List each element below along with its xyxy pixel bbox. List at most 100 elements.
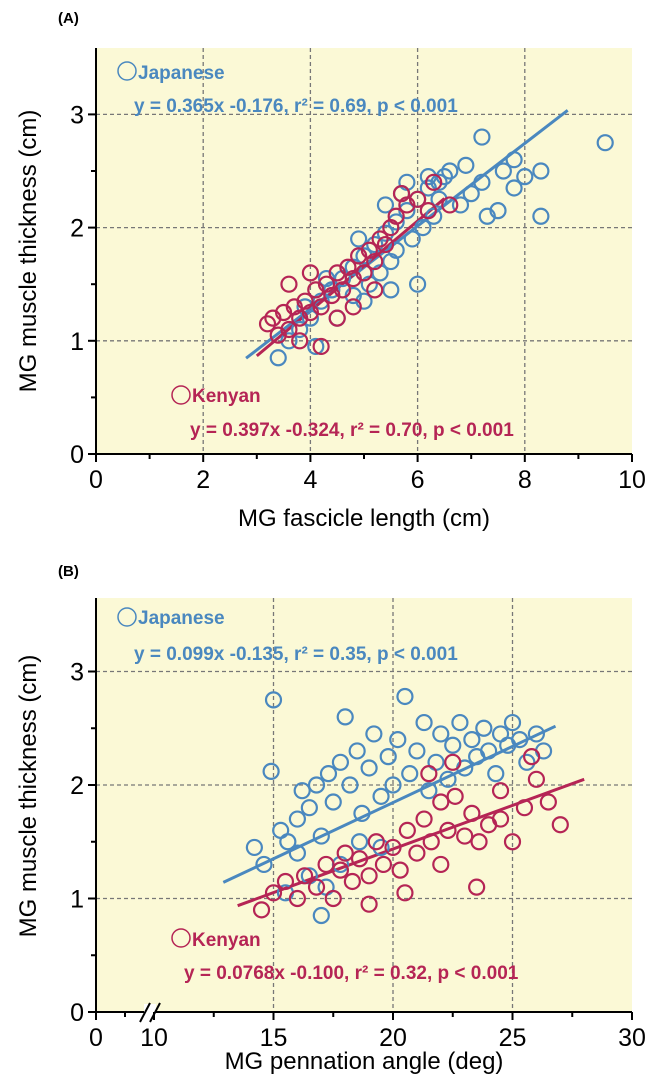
data-point-kenyan <box>439 821 457 840</box>
x-tick-label: 0 <box>89 466 103 494</box>
y-axis-title-a: MG muscle thickness (cm) <box>15 110 42 393</box>
data-point-japanese <box>414 219 432 237</box>
data-point-japanese <box>372 787 390 805</box>
data-point-japanese <box>516 168 534 186</box>
data-point-japanese <box>401 765 419 783</box>
data-point-kenyan <box>527 770 546 788</box>
data-point-kenyan <box>387 207 405 225</box>
data-point-kenyan <box>396 884 414 902</box>
legend-marker-kenyan-a <box>171 385 191 405</box>
data-point-japanese <box>532 162 550 180</box>
x-tick-label: 10 <box>140 1024 168 1052</box>
data-point-japanese <box>503 713 522 732</box>
data-point-kenyan <box>515 799 534 817</box>
legend-kenyan-b: Kenyan y = 0.0768x -0.100, r² = 0.32, p … <box>171 928 519 984</box>
data-point-kenyan <box>470 833 488 851</box>
legend-japanese-b: Japanese y = 0.099x -0.135, r² = 0.35, p… <box>117 607 458 665</box>
data-point-japanese <box>300 799 318 817</box>
data-point-japanese <box>494 162 512 180</box>
plot-area-b <box>96 598 632 1012</box>
data-point-kenyan <box>331 861 350 879</box>
data-point-japanese <box>415 713 433 732</box>
legend-marker-japanese-b <box>117 607 137 627</box>
data-point-kenyan <box>258 315 277 333</box>
data-point-kenyan <box>491 782 510 800</box>
data-point-kenyan <box>264 309 282 327</box>
y-tick-label: 1 <box>70 328 84 356</box>
data-point-kenyan <box>539 793 557 811</box>
data-point-kenyan <box>288 889 306 908</box>
data-point-japanese <box>372 838 390 857</box>
data-point-japanese <box>478 207 496 225</box>
data-point-japanese <box>291 320 309 339</box>
data-point-japanese <box>307 776 326 794</box>
data-point-japanese <box>376 224 395 242</box>
data-point-japanese <box>396 687 414 706</box>
data-point-japanese <box>511 730 529 749</box>
data-point-kenyan <box>409 190 427 208</box>
data-point-japanese <box>432 725 450 743</box>
data-point-japanese <box>366 235 384 254</box>
y-tick-label: 2 <box>70 215 84 243</box>
data-point-japanese <box>408 742 426 760</box>
points-a <box>258 128 614 367</box>
data-point-kenyan <box>392 185 411 203</box>
x-tick-label: 25 <box>499 1024 527 1052</box>
data-point-kenyan <box>444 753 462 771</box>
data-point-kenyan <box>468 878 486 896</box>
panel-label-b: (B) <box>58 563 79 580</box>
data-point-kenyan <box>317 855 335 874</box>
y-tick-label: 3 <box>70 659 84 687</box>
data-point-japanese <box>336 708 354 726</box>
data-point-kenyan <box>425 173 443 191</box>
y-tick-label: 0 <box>70 999 84 1027</box>
data-point-japanese <box>444 736 462 754</box>
y-tick-label: 2 <box>70 772 84 800</box>
legend-marker-kenyan-b <box>171 928 191 948</box>
x-tick-label: 30 <box>618 1024 646 1052</box>
data-point-japanese <box>379 748 397 766</box>
x-tick-label: 20 <box>379 1024 407 1052</box>
data-point-kenyan <box>336 844 354 862</box>
data-point-japanese <box>505 179 523 197</box>
legend-kenyan-a: Kenyan y = 0.397x -0.324, r² = 0.70, p <… <box>171 385 514 441</box>
data-point-japanese <box>353 804 371 822</box>
data-point-kenyan <box>432 793 450 811</box>
legend-label-japanese-b: Japanese <box>138 608 225 629</box>
data-point-kenyan <box>295 867 314 885</box>
x-tick-label: 0 <box>89 1024 103 1052</box>
data-point-kenyan <box>456 827 474 845</box>
legend-marker-japanese-a <box>117 61 137 81</box>
data-point-kenyan <box>366 252 384 271</box>
data-point-japanese <box>348 742 366 760</box>
data-point-kenyan <box>408 844 426 862</box>
data-point-kenyan <box>276 872 295 891</box>
data-point-japanese <box>527 725 546 743</box>
data-point-japanese <box>463 730 481 749</box>
x-axis-title-b: MG pennation angle (deg) <box>225 1048 504 1075</box>
data-point-japanese <box>473 128 491 146</box>
data-point-japanese <box>288 844 306 862</box>
data-point-japanese <box>255 855 273 874</box>
data-point-japanese <box>312 827 330 845</box>
equation-japanese-a: y = 0.365x -0.176, r² = 0.69, p < 0.001 <box>134 96 458 117</box>
data-point-kenyan <box>422 833 440 851</box>
data-point-japanese <box>279 833 297 851</box>
data-point-japanese <box>473 173 491 191</box>
gridlines-a <box>96 48 632 454</box>
data-point-japanese <box>312 906 330 925</box>
data-point-japanese <box>403 230 421 248</box>
data-point-kenyan <box>463 804 481 822</box>
data-point-japanese <box>384 776 402 794</box>
data-point-japanese <box>409 275 427 293</box>
y-axis-title-b: MG muscle thickness (cm) <box>15 655 42 938</box>
data-point-kenyan <box>280 320 298 339</box>
axis-break-mark-1 <box>139 1002 151 1023</box>
data-point-japanese <box>360 759 378 777</box>
data-point-kenyan <box>419 202 437 220</box>
data-point-japanese <box>350 230 368 248</box>
data-point-japanese <box>596 134 614 152</box>
data-point-kenyan <box>367 833 385 851</box>
